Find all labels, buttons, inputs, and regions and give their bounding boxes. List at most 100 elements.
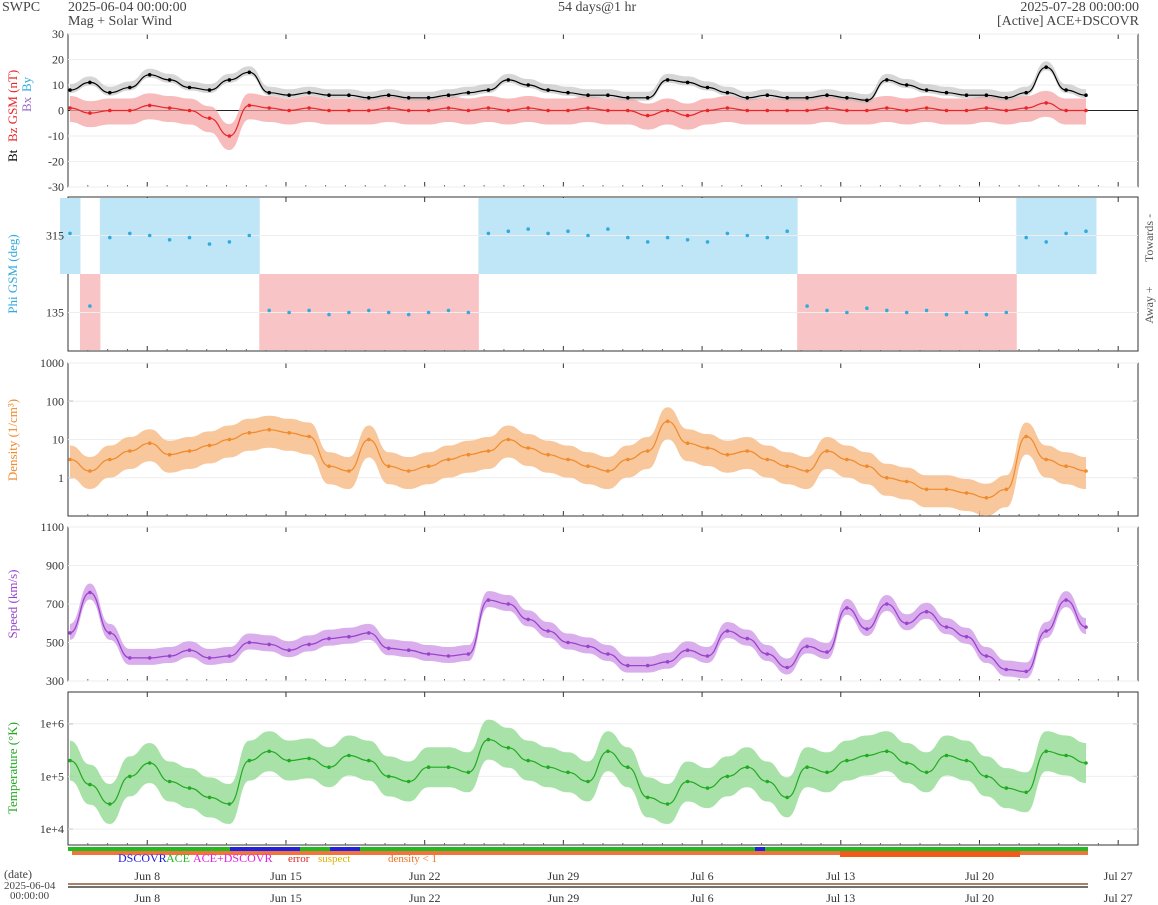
bz-point — [526, 106, 530, 110]
bt-point — [825, 93, 829, 97]
bt-point — [944, 90, 949, 95]
end-time-label: 2025-07-28 00:00:00 — [1020, 0, 1139, 15]
speed-point — [805, 644, 809, 649]
temperature-point — [745, 765, 750, 769]
density-point — [307, 434, 311, 439]
speed-point — [825, 650, 829, 654]
phi-point — [347, 310, 351, 315]
bt-point — [546, 88, 550, 92]
temperature-point — [207, 795, 212, 800]
bt-point — [68, 88, 72, 92]
brand-label: SWPC — [2, 0, 41, 15]
x-tick-label: Jun 15 — [270, 891, 302, 905]
density-point — [506, 437, 511, 442]
density-point — [1024, 434, 1028, 439]
temperature-point — [347, 753, 351, 758]
speed-ylabel: Speed (km/s) — [5, 570, 20, 639]
density-series-line — [69, 420, 1087, 499]
phi-point — [984, 312, 989, 317]
dscovr-status-segment — [330, 847, 360, 851]
density-point — [446, 457, 451, 462]
start-time-tick: 00:00:00 — [10, 890, 50, 902]
bt-point — [147, 73, 152, 77]
temperature-point — [984, 774, 989, 779]
x-tick-label: Jun 8 — [134, 891, 160, 905]
phi-ylabel: Phi GSM (deg) — [5, 234, 20, 313]
phi-point — [207, 242, 212, 246]
date-axis-label: (date) — [4, 867, 32, 881]
phi-point — [526, 227, 530, 231]
speed-point — [426, 652, 431, 656]
density-point — [367, 437, 371, 442]
temperature-point — [825, 770, 829, 775]
bz-point — [725, 106, 730, 110]
x-tick-label: Jul 27 — [1104, 869, 1133, 883]
bz-point — [865, 108, 869, 113]
density-point — [645, 449, 650, 453]
speed-point — [984, 654, 989, 658]
speed-point — [785, 665, 789, 670]
temperature-point — [626, 765, 630, 769]
dscovr-status-segment — [755, 847, 765, 851]
bt-point — [1064, 88, 1068, 92]
density-point — [705, 446, 710, 450]
speed-point — [466, 652, 471, 656]
ace-status-bar — [68, 847, 1088, 851]
x-tick-label: Jul 13 — [826, 891, 855, 905]
temperature-point — [964, 758, 969, 763]
density-point — [845, 457, 849, 462]
bz-point — [1024, 106, 1028, 110]
temperature-series-line — [69, 738, 1087, 805]
density-point — [426, 464, 431, 469]
bz-label: Bz GSM (nT) — [5, 70, 20, 142]
speed-point — [1024, 669, 1028, 674]
speed-point — [187, 648, 192, 652]
bt-point — [745, 96, 750, 100]
speed-point — [267, 642, 272, 647]
bt-point — [486, 88, 491, 92]
density-point — [128, 449, 132, 453]
temperature-point — [685, 779, 690, 784]
speed-point — [68, 631, 72, 635]
temperature-point — [227, 802, 232, 806]
bz-point — [327, 108, 331, 113]
temperature-panel: 1e+6 1e+5 1e+4 — [40, 691, 1139, 846]
speed-point — [406, 648, 411, 652]
bt-point — [187, 85, 192, 90]
density-point — [944, 487, 949, 492]
y-tick-label: 135 — [46, 306, 64, 320]
bz-point — [147, 103, 152, 108]
bz-point — [1084, 108, 1088, 113]
y-tick-label: 1 — [58, 471, 64, 485]
temperature-point — [805, 765, 809, 769]
phi-point — [745, 233, 750, 238]
y-tick-label: 10 — [52, 78, 64, 92]
phi-point — [426, 310, 431, 315]
bt-point — [984, 93, 989, 97]
speed-point — [167, 654, 172, 658]
bz-point — [904, 108, 909, 113]
y-tick-label: 700 — [46, 597, 64, 611]
bz-point — [108, 108, 112, 113]
speed-point — [386, 646, 391, 651]
by-label: By — [19, 76, 34, 92]
phi-point — [466, 310, 471, 315]
bz-range-band — [70, 90, 1086, 150]
bt-point — [1004, 96, 1009, 100]
bt-point — [167, 78, 172, 82]
temperature-point — [526, 758, 530, 763]
speed-point — [1084, 625, 1088, 629]
temperature-point — [506, 746, 511, 750]
density-point — [347, 469, 351, 473]
speed-point — [227, 654, 232, 658]
density-point — [88, 469, 92, 473]
start-time-label: 2025-06-04 00:00:00 — [68, 0, 187, 15]
bt-point — [446, 93, 451, 97]
start-date-label: 2025-06-04 — [4, 880, 56, 892]
speed-point — [506, 602, 511, 606]
temperature-point — [446, 765, 451, 769]
speed-point — [1004, 667, 1009, 672]
temperature-point — [924, 770, 929, 775]
phi-point — [725, 231, 730, 236]
legend-combined: ACE+DSCOVR — [193, 851, 272, 865]
